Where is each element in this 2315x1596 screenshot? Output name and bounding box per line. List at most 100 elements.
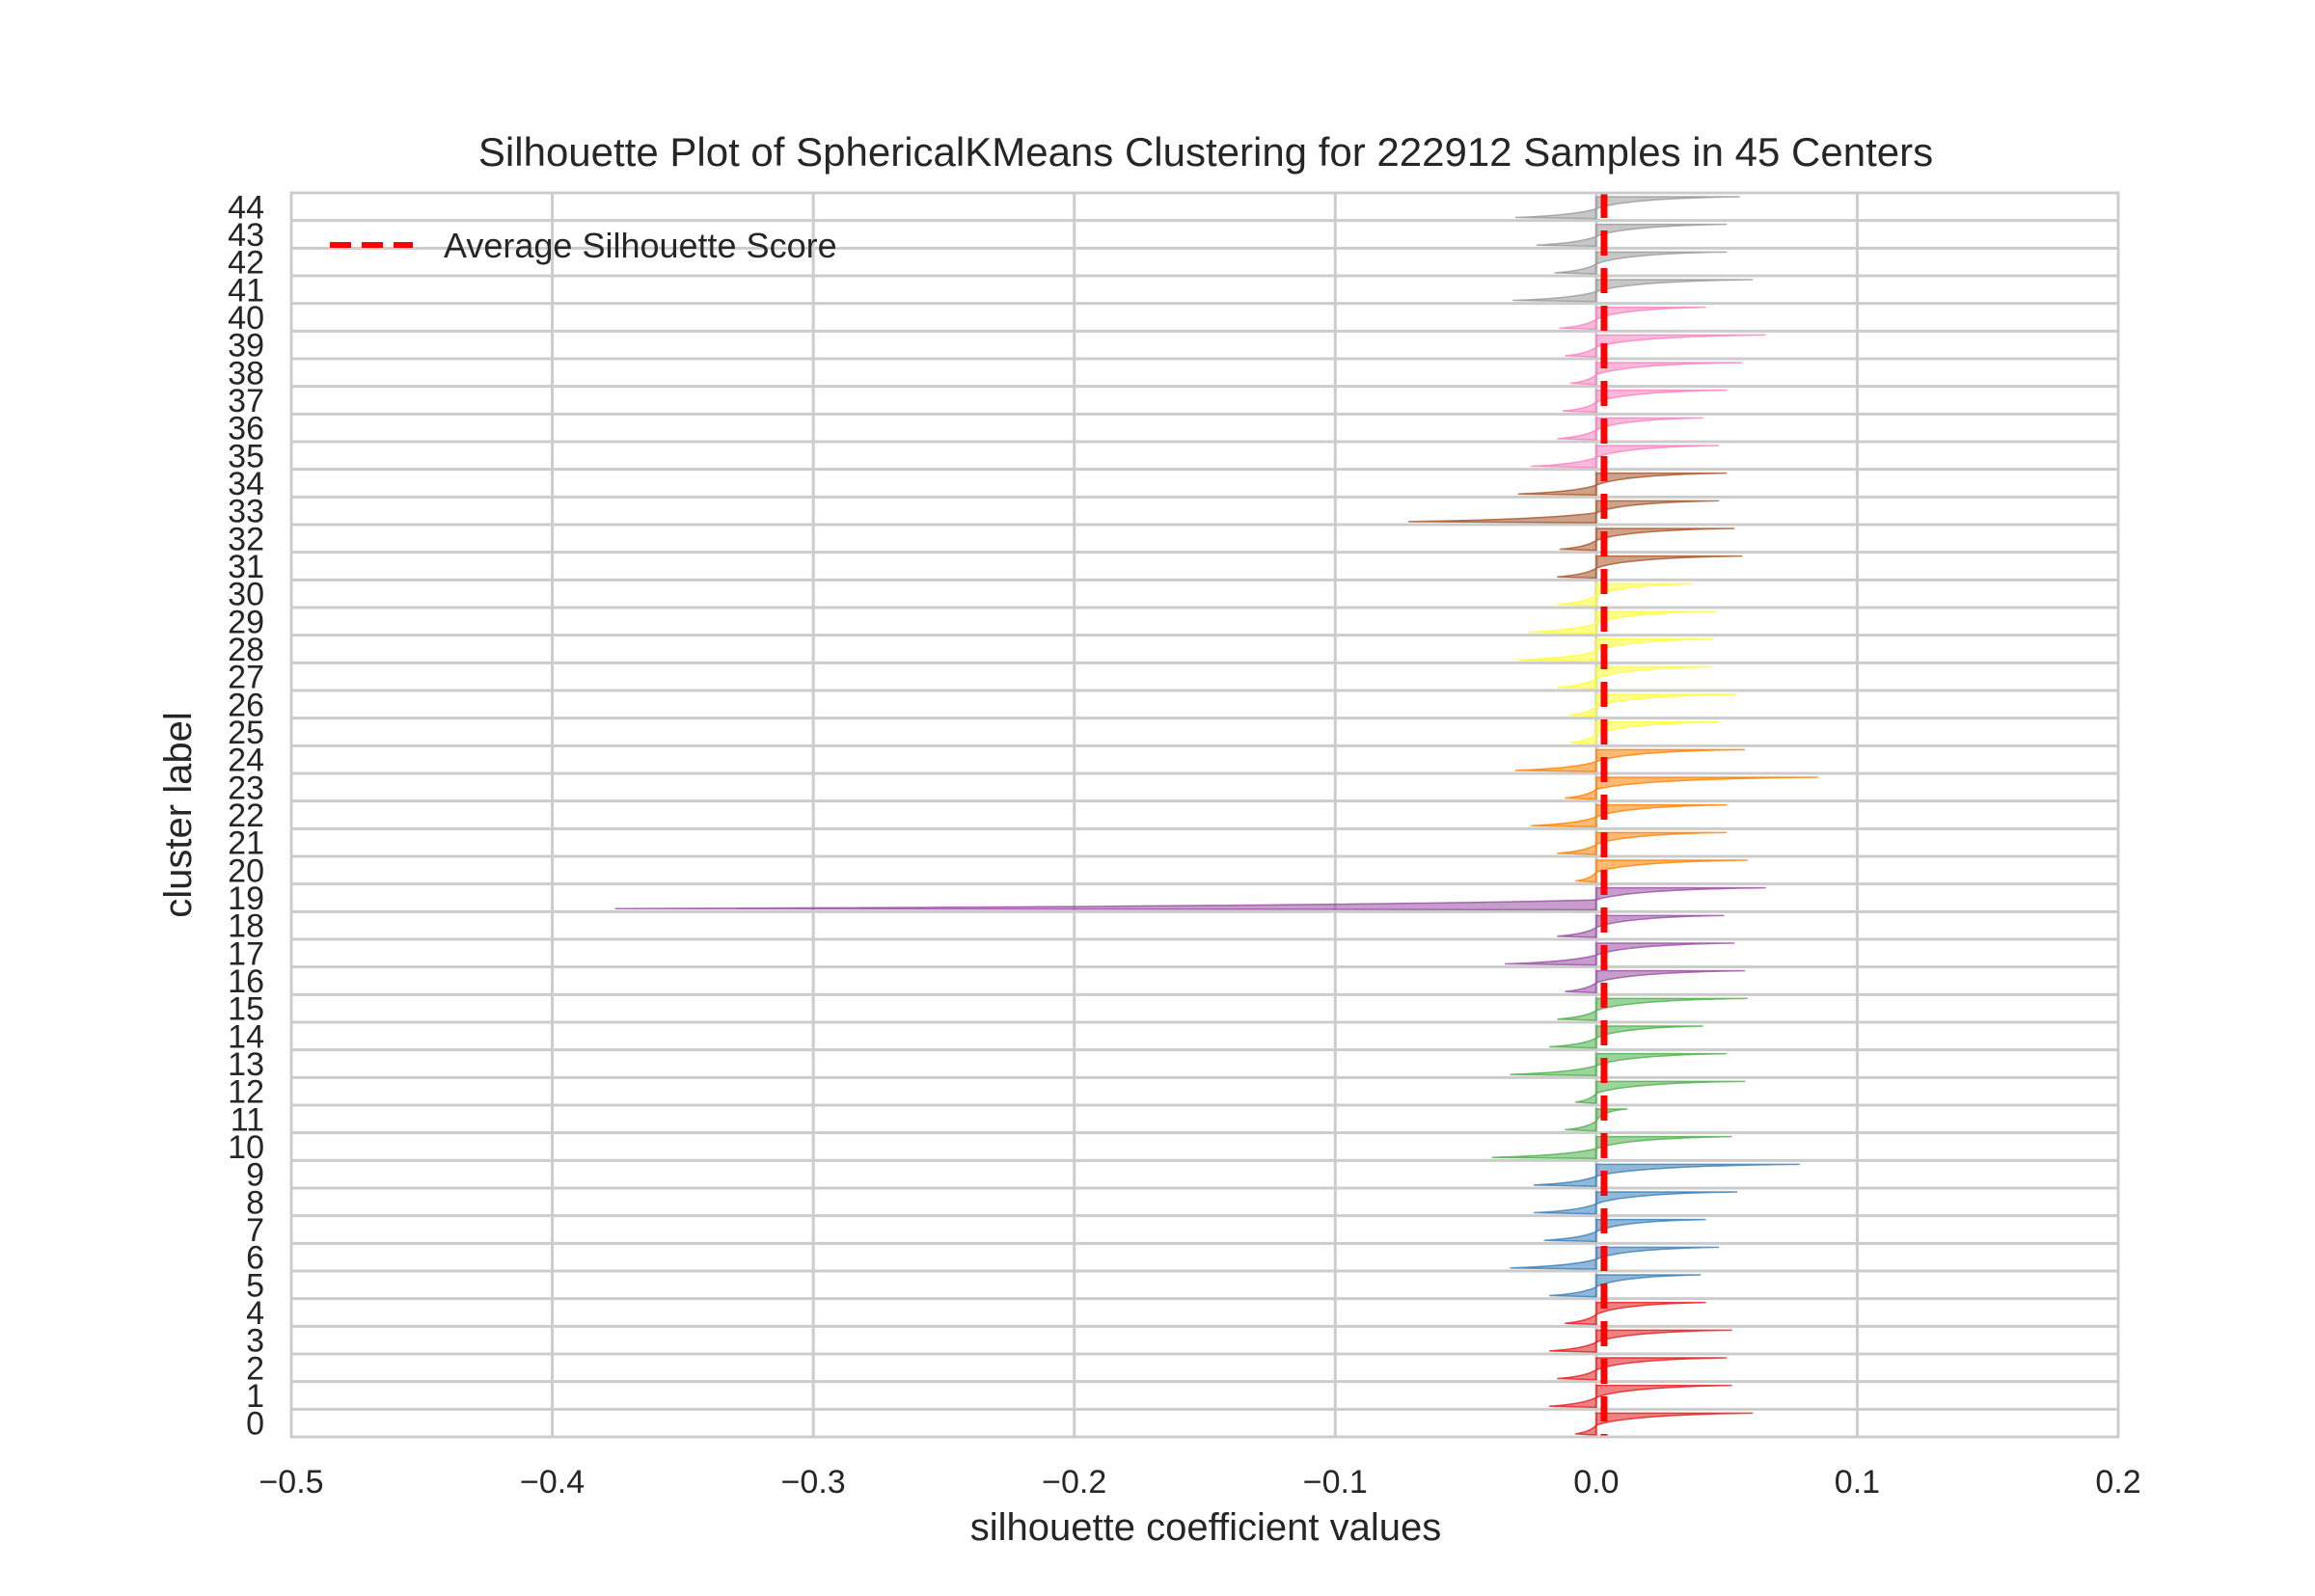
y-tick-label: 24 bbox=[228, 743, 264, 779]
cluster-23-positive-area bbox=[1595, 776, 1818, 791]
y-tick-label: 41 bbox=[228, 272, 264, 309]
y-tick-label: 39 bbox=[228, 328, 264, 365]
cluster-16-silhouette bbox=[1565, 969, 1746, 994]
y-tick-label: 7 bbox=[246, 1212, 264, 1249]
x-tick-label: −0.1 bbox=[1303, 1464, 1368, 1501]
cluster-15-positive-area bbox=[1595, 997, 1748, 1012]
y-tick-label: 4 bbox=[246, 1295, 264, 1332]
cluster-38-silhouette bbox=[1569, 362, 1743, 386]
x-tick-label: −0.5 bbox=[259, 1464, 323, 1501]
cluster-12-silhouette bbox=[1575, 1080, 1746, 1104]
y-tick-label: 11 bbox=[231, 1101, 264, 1138]
y-tick-label: 25 bbox=[228, 715, 264, 751]
cluster-16-positive-area bbox=[1595, 969, 1746, 985]
x-tick-label: −0.2 bbox=[1042, 1464, 1106, 1501]
y-axis-label: cluster label bbox=[157, 712, 200, 917]
y-tick-label: 6 bbox=[246, 1240, 264, 1277]
x-tick-label: 0.0 bbox=[1573, 1464, 1619, 1501]
cluster-1-silhouette bbox=[1549, 1384, 1732, 1409]
y-tick-label: 31 bbox=[228, 549, 264, 585]
cluster-10-negative-area bbox=[1491, 1148, 1597, 1160]
cluster-42-positive-area bbox=[1595, 251, 1728, 265]
y-tick-label: 42 bbox=[228, 245, 264, 282]
cluster-34-negative-area bbox=[1517, 484, 1597, 497]
y-tick-label: 0 bbox=[246, 1406, 264, 1443]
y-tick-label: 10 bbox=[228, 1129, 264, 1166]
y-tick-label: 44 bbox=[228, 189, 264, 226]
y-tick-label: 30 bbox=[228, 577, 264, 613]
y-tick-label: 12 bbox=[228, 1074, 264, 1111]
y-tick-label: 18 bbox=[228, 908, 264, 945]
cluster-35-silhouette bbox=[1531, 445, 1720, 469]
y-tick-labels: 0123456789101112131415161718192021222324… bbox=[228, 189, 264, 1442]
cluster-19-positive-area bbox=[1595, 886, 1766, 902]
cluster-34-silhouette bbox=[1517, 472, 1728, 497]
cluster-8-positive-area bbox=[1595, 1191, 1737, 1205]
cluster-31-silhouette bbox=[1557, 555, 1743, 580]
y-tick-label: 43 bbox=[228, 217, 264, 254]
x-tick-label: 0.1 bbox=[1835, 1464, 1880, 1501]
y-tick-label: 32 bbox=[228, 521, 264, 557]
y-tick-label: 17 bbox=[228, 935, 264, 972]
cluster-28-negative-area bbox=[1517, 650, 1597, 663]
y-tick-label: 20 bbox=[228, 852, 264, 889]
x-tick-label: −0.3 bbox=[781, 1464, 846, 1501]
y-tick-label: 2 bbox=[246, 1350, 264, 1387]
cluster-19-silhouette bbox=[614, 886, 1766, 911]
cluster-6-negative-area bbox=[1510, 1258, 1597, 1270]
cluster-44-negative-area bbox=[1514, 207, 1597, 220]
chart-title: Silhouette Plot of SphericalKMeans Clust… bbox=[478, 129, 1933, 175]
cluster-0-silhouette bbox=[1575, 1412, 1754, 1436]
y-tick-label: 37 bbox=[228, 383, 264, 419]
cluster-8-silhouette bbox=[1533, 1191, 1737, 1215]
cluster-42-silhouette bbox=[1554, 251, 1728, 275]
cluster-4-positive-area bbox=[1595, 1301, 1706, 1316]
cluster-27-silhouette bbox=[1557, 665, 1711, 690]
y-tick-label: 27 bbox=[228, 660, 264, 696]
cluster-19-negative-area bbox=[614, 899, 1597, 911]
cluster-0-positive-area bbox=[1595, 1412, 1754, 1426]
cluster-27-positive-area bbox=[1595, 665, 1711, 680]
y-tick-label: 3 bbox=[246, 1323, 264, 1360]
plot-frame bbox=[289, 191, 2120, 1439]
cluster-silhouettes bbox=[614, 196, 1818, 1436]
cluster-4-silhouette bbox=[1565, 1301, 1706, 1326]
legend-label: Average Silhouette Score bbox=[444, 226, 837, 265]
cluster-35-positive-area bbox=[1595, 445, 1720, 459]
cluster-15-silhouette bbox=[1557, 997, 1748, 1021]
cluster-13-negative-area bbox=[1510, 1065, 1597, 1077]
x-tick-label: 0.2 bbox=[2095, 1464, 2140, 1501]
cluster-33-negative-area bbox=[1408, 511, 1597, 524]
y-tick-label: 34 bbox=[228, 466, 264, 502]
y-tick-label: 36 bbox=[228, 411, 264, 447]
cluster-31-positive-area bbox=[1595, 555, 1743, 570]
y-tick-label: 38 bbox=[228, 355, 264, 392]
cluster-41-negative-area bbox=[1512, 290, 1597, 303]
y-tick-label: 28 bbox=[228, 632, 264, 668]
cluster-38-positive-area bbox=[1595, 362, 1743, 376]
cluster-17-negative-area bbox=[1505, 954, 1597, 966]
y-tick-label: 21 bbox=[228, 825, 264, 862]
y-tick-label: 13 bbox=[228, 1046, 264, 1083]
cluster-1-positive-area bbox=[1595, 1384, 1732, 1399]
y-tick-label: 33 bbox=[228, 494, 264, 530]
y-tick-label: 5 bbox=[246, 1267, 264, 1304]
y-tick-label: 19 bbox=[228, 880, 264, 917]
y-tick-label: 16 bbox=[228, 963, 264, 1000]
y-tick-label: 1 bbox=[246, 1378, 264, 1415]
y-tick-label: 22 bbox=[228, 798, 264, 834]
cluster-34-positive-area bbox=[1595, 472, 1728, 487]
y-tick-label: 26 bbox=[228, 687, 264, 723]
cluster-23-silhouette bbox=[1565, 776, 1818, 800]
x-axis-label: silhouette coefficient values bbox=[970, 1506, 1441, 1549]
y-tick-label: 29 bbox=[228, 604, 264, 640]
x-tick-labels: −0.5 −0.4 −0.3 −0.2 −0.1 0.0 0.1 0.2 bbox=[259, 1464, 2140, 1501]
cluster-12-positive-area bbox=[1595, 1080, 1746, 1095]
x-tick-label: −0.4 bbox=[520, 1464, 585, 1501]
y-tick-label: 9 bbox=[246, 1157, 264, 1194]
cluster-24-negative-area bbox=[1514, 760, 1597, 772]
y-tick-label: 8 bbox=[246, 1184, 264, 1221]
y-tick-label: 23 bbox=[228, 770, 264, 806]
